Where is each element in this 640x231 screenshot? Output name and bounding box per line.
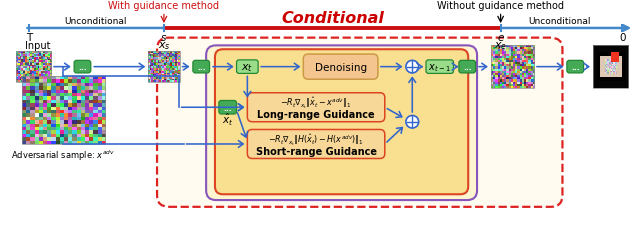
FancyBboxPatch shape [247, 93, 385, 122]
Text: Conditional: Conditional [282, 11, 384, 26]
Bar [22, 77, 105, 144]
FancyBboxPatch shape [74, 61, 91, 74]
Text: ...: ... [78, 63, 87, 72]
Text: Short-range Guidance: Short-range Guidance [255, 146, 376, 156]
Text: Denoising: Denoising [314, 62, 367, 72]
Text: s: s [161, 33, 166, 43]
Text: Unconditional: Unconditional [528, 17, 591, 26]
Bar [16, 52, 51, 83]
FancyBboxPatch shape [247, 130, 385, 159]
FancyBboxPatch shape [567, 61, 584, 74]
Text: $-R_t\nabla_{x_t}\|\hat{x}_t - x^{adv}\|_1$: $-R_t\nabla_{x_t}\|\hat{x}_t - x^{adv}\|… [280, 95, 352, 110]
FancyBboxPatch shape [206, 46, 477, 200]
FancyBboxPatch shape [426, 61, 454, 74]
Text: e: e [497, 33, 504, 43]
Text: $x_{t-1}$: $x_{t-1}$ [428, 61, 451, 73]
Text: Unconditional: Unconditional [64, 17, 127, 26]
Text: ...: ... [463, 63, 472, 72]
Circle shape [406, 61, 419, 74]
Text: Input: Input [24, 40, 50, 50]
Text: T: T [26, 33, 33, 43]
Text: With guidance method: With guidance method [108, 1, 220, 11]
Text: $\hat{x}_t$: $\hat{x}_t$ [222, 111, 234, 127]
FancyBboxPatch shape [193, 61, 209, 74]
Text: 0: 0 [619, 33, 625, 43]
Text: $x_t$: $x_t$ [241, 61, 253, 73]
Text: ...: ... [571, 63, 580, 72]
FancyBboxPatch shape [219, 101, 237, 115]
FancyBboxPatch shape [303, 55, 378, 80]
FancyBboxPatch shape [459, 61, 476, 74]
Text: Adversarial sample: $x^{adv}$: Adversarial sample: $x^{adv}$ [11, 148, 115, 163]
Text: $x_s$: $x_s$ [157, 40, 170, 52]
FancyBboxPatch shape [157, 39, 563, 207]
Text: Without guidance method: Without guidance method [437, 1, 564, 11]
Bar [491, 46, 534, 88]
Bar [593, 46, 628, 88]
Text: $-R_t\nabla_{x_t}\|H(\hat{x}_t) - H(x^{adv})\|_1$: $-R_t\nabla_{x_t}\|H(\hat{x}_t) - H(x^{a… [268, 132, 364, 147]
FancyBboxPatch shape [215, 50, 468, 195]
Text: $x_e$: $x_e$ [494, 40, 508, 52]
Text: Long-range Guidance: Long-range Guidance [257, 109, 375, 119]
Text: ...: ... [197, 63, 205, 72]
FancyBboxPatch shape [237, 61, 258, 74]
Bar [148, 52, 180, 83]
Circle shape [406, 116, 419, 128]
Text: ...: ... [223, 103, 232, 112]
